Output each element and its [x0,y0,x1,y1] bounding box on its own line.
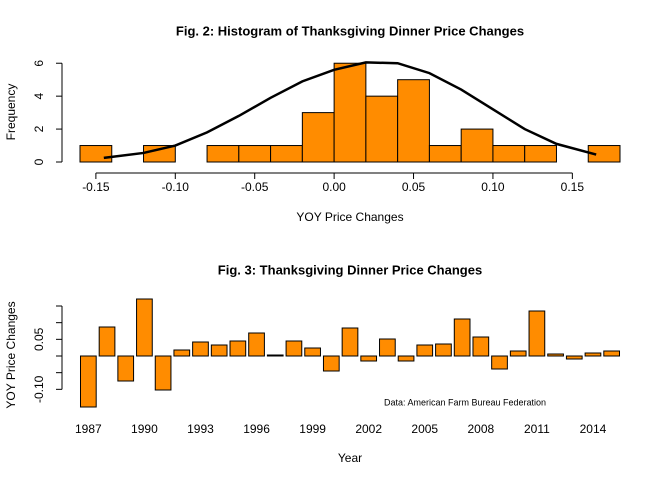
x-tick-label: 1990 [131,422,158,436]
bar [416,344,434,357]
x-tick-label: 2002 [355,422,382,436]
bar [397,355,415,362]
bar [565,355,583,360]
histogram-bar [428,145,462,163]
x-tick-label: -0.05 [241,180,269,194]
bar [229,340,247,357]
x-tick-label: 1993 [187,422,214,436]
bar [472,336,490,357]
histogram-bar [587,145,621,163]
y-axis-label: YOY Price Changes [4,301,18,408]
x-tick-label: 2005 [411,422,438,436]
x-tick-label: 1996 [243,422,270,436]
histogram-bar [333,62,367,163]
x-tick-label: 0.15 [561,180,585,194]
chart-title: Fig. 3: Thanksgiving Dinner Price Change… [218,262,482,277]
bar [435,343,452,357]
y-tick-label: 6 [32,60,46,67]
x-tick-label: 2014 [580,422,607,436]
bar [173,349,191,357]
bar [509,350,527,357]
bar [117,355,135,382]
bar [304,347,321,357]
bar [547,353,564,357]
x-tick-label: 2008 [467,422,494,436]
histogram-bar [79,145,113,163]
bar [491,355,508,370]
x-axis-label: Year [338,451,362,465]
y-tick-label: -0.10 [32,375,46,403]
histogram-bar [270,145,303,163]
y-tick-label: 2 [32,125,46,132]
x-tick-label: -0.15 [82,180,110,194]
histogram-bar [301,112,335,163]
chart-title: Fig. 2: Histogram of Thanksgiving Dinner… [176,23,524,38]
histogram-bar [492,145,526,163]
bar [584,352,602,357]
bar [528,310,546,357]
y-axis-label: Frequency [4,84,18,141]
bar [285,340,303,357]
bar [341,327,359,357]
bar [603,350,621,357]
histogram-bar [460,128,494,163]
bar [136,298,153,357]
histogram-bar [238,145,272,163]
y-tick-label: 0 [32,158,46,165]
histogram-bar [206,145,240,163]
bar [98,326,116,357]
x-axis-label: YOY Price Changes [296,210,403,224]
histogram-bar [365,95,399,163]
bar [379,338,396,357]
bar [360,355,378,362]
bar [79,355,97,408]
bar [248,332,265,357]
bar [192,341,209,357]
x-tick-label: 0.00 [322,180,346,194]
bar [210,344,228,357]
y-tick-label: 0.05 [32,327,46,351]
x-tick-label: 2011 [524,422,550,436]
bar [154,355,172,391]
bar [266,354,284,357]
histogram-bar [524,145,557,163]
x-tick-label: -0.10 [162,180,190,194]
y-tick-label: 4 [32,92,46,99]
bar [453,318,471,357]
histogram-bar [397,79,430,163]
density-curve [103,61,597,160]
annotation: Data: American Farm Bureau Federation [384,397,546,407]
x-tick-label: 0.05 [402,180,426,194]
x-tick-label: 0.10 [481,180,505,194]
x-tick-label: 1987 [75,422,102,436]
bar [322,355,340,372]
x-tick-label: 1999 [299,422,326,436]
